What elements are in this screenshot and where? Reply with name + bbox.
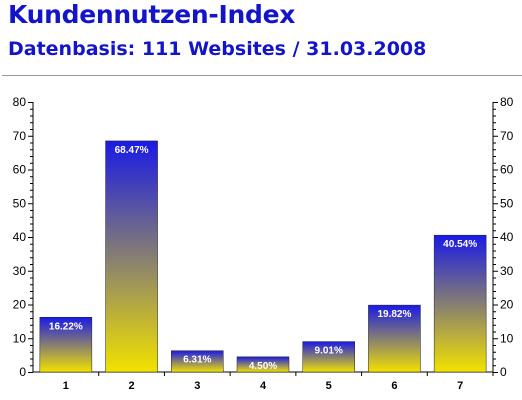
x-tick-label: 2 <box>129 380 135 392</box>
y2-tick-label: 50 <box>500 196 514 210</box>
bar <box>105 140 158 373</box>
title-divider <box>2 75 522 76</box>
data-label: 16.22% <box>49 321 83 332</box>
bar <box>171 350 224 373</box>
y-tick-label: 10 <box>13 331 27 345</box>
data-label: 6.31% <box>183 355 211 366</box>
bar <box>302 341 355 373</box>
data-label: 40.54% <box>443 239 477 250</box>
y2-tick-label: 70 <box>500 129 514 143</box>
x-tick-label: 4 <box>260 380 267 392</box>
y-tick-label: 30 <box>13 264 27 278</box>
data-label: 68.47% <box>115 145 149 156</box>
data-label: 4.50% <box>249 361 277 372</box>
data-label: 9.01% <box>315 346 343 357</box>
y2-tick-label: 60 <box>500 163 514 177</box>
x-tick-label: 1 <box>63 380 69 392</box>
x-tick-label: 3 <box>194 380 200 392</box>
y-tick-label: 0 <box>19 365 26 379</box>
x-tick-label: 7 <box>457 380 463 392</box>
y-tick-label: 50 <box>13 196 27 210</box>
chart-subtitle: Datenbasis: 111 Websites / 31.03.2008 <box>8 38 427 60</box>
bar <box>368 304 421 373</box>
y2-tick-label: 20 <box>500 298 514 312</box>
y-tick-label: 60 <box>13 163 27 177</box>
y2-tick-label: 80 <box>500 95 514 109</box>
y-tick-label: 80 <box>13 95 27 109</box>
y2-tick-label: 40 <box>500 230 514 244</box>
chart-title: Kundennutzen-Index <box>8 0 296 29</box>
bar <box>39 317 93 373</box>
data-label: 19.82% <box>377 309 411 320</box>
y2-tick-label: 0 <box>500 365 507 379</box>
bar <box>236 356 290 373</box>
y-tick-label: 40 <box>13 230 27 244</box>
y2-tick-label: 10 <box>500 331 514 345</box>
y2-tick-label: 30 <box>500 264 514 278</box>
x-tick-label: 5 <box>326 380 332 392</box>
bar <box>433 234 487 373</box>
y-tick-label: 70 <box>13 129 27 143</box>
y-tick-label: 20 <box>13 298 27 312</box>
x-tick-label: 6 <box>391 380 397 392</box>
plot-area: 0 0 10 10 20 20 30 30 40 40 50 50 60 60 70 70 80 80 16.22%… <box>13 95 514 392</box>
